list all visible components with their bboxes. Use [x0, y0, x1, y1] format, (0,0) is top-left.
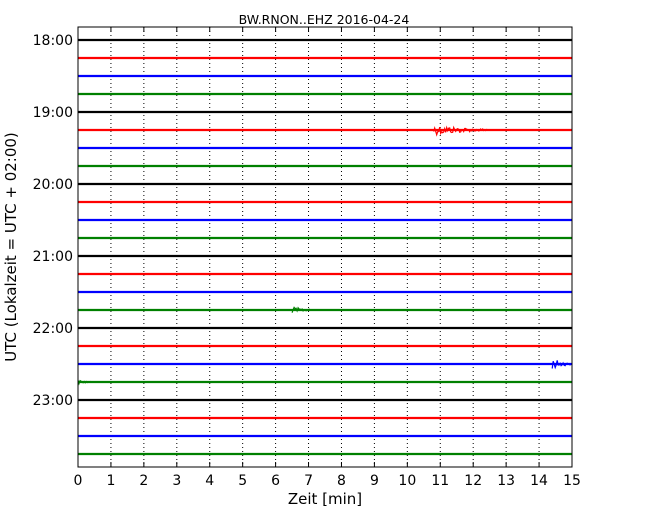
seismic-event	[77, 379, 95, 386]
x-tick-label: 3	[172, 473, 181, 489]
y-axis-label: UTC (Lokalzeit = UTC + 02:00)	[2, 132, 20, 362]
y-tick-label: 20:00	[33, 177, 73, 193]
seismogram-traces	[77, 38, 573, 456]
x-tick-label: 14	[530, 473, 548, 489]
y-tick-label: 18:00	[33, 33, 73, 49]
x-tick-label: 1	[106, 473, 115, 489]
seismic-event	[551, 360, 573, 370]
x-tick-label: 8	[337, 473, 346, 489]
y-tick-label: 19:00	[33, 105, 73, 121]
grid	[110, 27, 540, 467]
x-axis-label: Zeit [min]	[288, 490, 362, 508]
chart-title: BW.RNON..EHZ 2016-04-24	[239, 12, 410, 27]
x-tick-label: 0	[74, 473, 83, 489]
y-tick-label: 22:00	[33, 321, 73, 337]
x-tick-label: 13	[497, 473, 515, 489]
x-tick-label: 5	[238, 473, 247, 489]
axis-ticks	[77, 27, 573, 467]
x-tick-label: 15	[563, 473, 581, 489]
x-tick-label: 2	[139, 473, 148, 489]
x-tick-label: 9	[370, 473, 379, 489]
plot-frame	[77, 26, 573, 468]
x-tick-label: 10	[398, 473, 416, 489]
x-tick-label: 4	[205, 473, 214, 489]
seismic-event	[433, 125, 490, 137]
x-tick-label: 6	[271, 473, 280, 489]
x-tick-label: 7	[304, 473, 313, 489]
x-tick-labels: 0 1 2 3 4 5 6 7 8 9 10 11 12 13 14 15	[74, 473, 581, 489]
y-tick-label: 21:00	[33, 249, 73, 265]
y-tick-labels: 18:00 19:00 20:00 21:00 22:00 23:00	[33, 33, 73, 409]
x-tick-label: 11	[431, 473, 449, 489]
y-tick-label: 23:00	[33, 393, 73, 409]
x-tick-label: 12	[464, 473, 482, 489]
seismic-event	[291, 306, 316, 313]
